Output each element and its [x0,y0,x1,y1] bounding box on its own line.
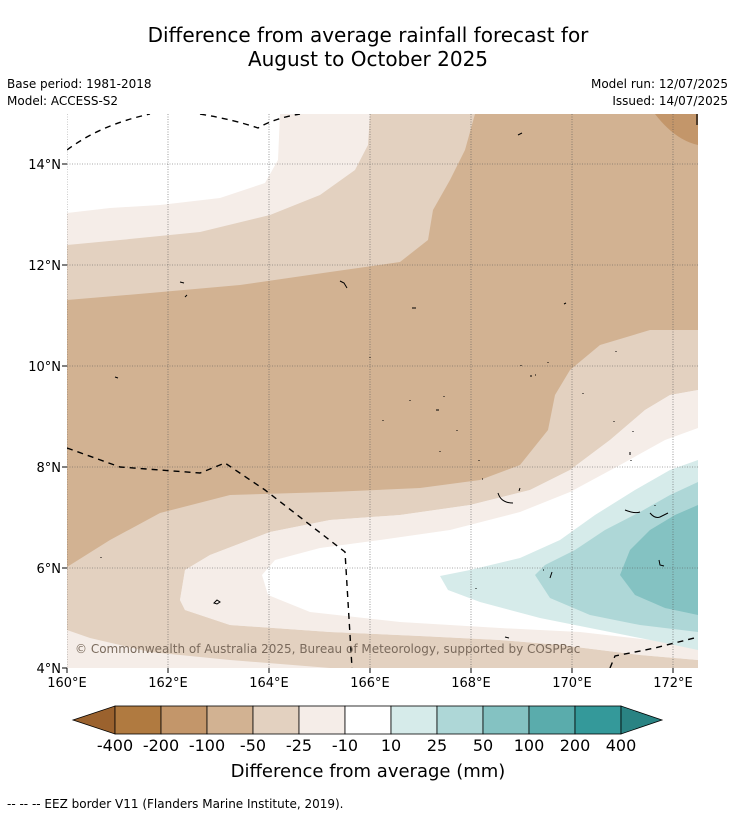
colorbar-swatch [160,705,208,735]
model-label: Model: ACCESS-S2 [7,94,119,108]
colorbar-swatch [482,705,530,735]
copyright-text: © Commonwealth of Australia 2025, Bureau… [75,642,580,656]
colorbar-swatch [574,705,622,735]
islands [100,132,669,639]
colorbar-tick: -200 [142,736,180,755]
colorbar-tick: 100 [513,736,545,755]
lat-label: 4°N [37,662,62,677]
colorbar-swatch [390,705,438,735]
lon-label: 164°E [249,676,289,691]
lon-label: 162°E [148,676,188,691]
colorbar-tick: -50 [239,736,267,755]
colorbar-over-arrow [620,705,664,735]
eez-footnote: -- -- -- EEZ border V11 (Flanders Marine… [7,797,344,811]
lat-label: 8°N [37,461,62,476]
colorbar-tick: 25 [426,736,448,755]
colorbar-title: Difference from average (mm) [230,761,506,782]
colorbar-tick: -100 [188,736,226,755]
band-minus100-200 [655,114,698,145]
model-run-label: Model run: 12/07/2025 [590,77,728,91]
colorbar-under-arrow [71,705,116,735]
colorbar-tick: -25 [285,736,313,755]
map-title-line2: August to October 2025 [247,47,489,71]
colorbar-swatch [206,705,254,735]
lat-label: 12°N [28,259,61,274]
axis-ticks [62,163,674,673]
lon-label: 170°E [552,676,592,691]
colorbar-tick: -10 [331,736,359,755]
colorbar-tick: -400 [96,736,134,755]
lat-label: 6°N [37,562,62,577]
lat-label: 10°N [28,360,61,375]
eez-borders [67,114,698,668]
colorbar-swatch [114,705,162,735]
rainfall-field: © Commonwealth of Australia 2025, Bureau… [67,114,698,668]
issued-label: Issued: 14/07/2025 [612,94,728,108]
lat-labels: 14°N 12°N 10°N 8°N 6°N 4°N [28,158,61,677]
colorbar-swatch [344,705,392,735]
colorbar-tick: 200 [559,736,591,755]
colorbar [71,705,664,735]
map-title-line1: Difference from average rainfall forecas… [147,23,589,47]
base-period-label: Base period: 1981-2018 [7,77,152,91]
lon-label: 172°E [653,676,693,691]
lon-label: 160°E [47,676,87,691]
lon-label: 168°E [451,676,491,691]
colorbar-swatch [528,705,576,735]
lat-label: 14°N [28,158,61,173]
lon-labels: 160°E 162°E 164°E 166°E 168°E 170°E 172°… [47,676,693,691]
colorbar-tick: 400 [605,736,637,755]
colorbar-swatch [252,705,300,735]
colorbar-tick: 10 [380,736,402,755]
colorbar-swatch [436,705,484,735]
band-near-average-north [67,114,280,213]
graticule [67,114,698,668]
colorbar-swatch [298,705,346,735]
lon-label: 166°E [350,676,390,691]
colorbar-tick: 50 [472,736,494,755]
